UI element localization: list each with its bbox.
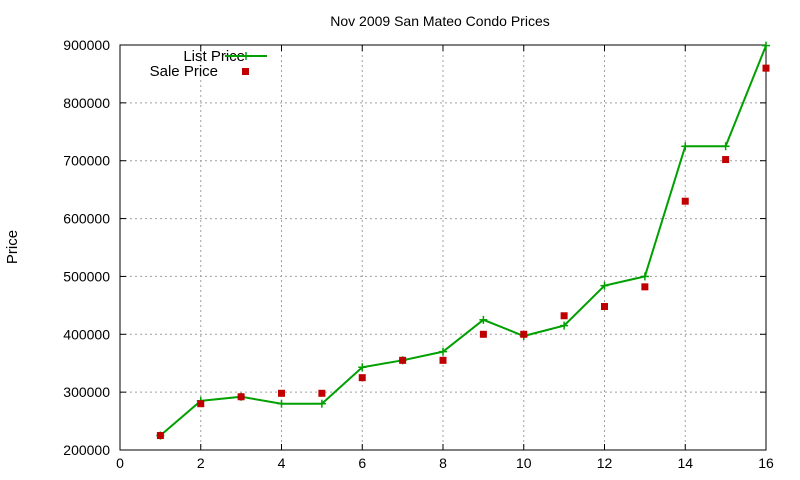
list-price-point — [762, 41, 770, 50]
sale-price-point — [681, 197, 689, 205]
x-tick-label: 4 — [278, 455, 286, 471]
sale-price-point — [641, 283, 649, 291]
list-price-point — [277, 399, 286, 408]
x-tick-label: 8 — [439, 455, 447, 471]
y-tick-label: 400000 — [63, 326, 110, 342]
y-tick-label: 900000 — [63, 37, 110, 53]
x-tick-label: 14 — [677, 455, 693, 471]
x-tick-label: 10 — [516, 455, 532, 471]
list-price-point — [640, 272, 649, 281]
sale-price-point — [601, 303, 608, 311]
legend-marker-list-price — [242, 52, 250, 60]
plot-frame — [119, 44, 767, 451]
grid — [120, 45, 766, 450]
legend-label-list-price: List Price — [183, 48, 245, 65]
sale-price-point — [399, 356, 407, 364]
list-price-point — [358, 363, 367, 372]
list-price-point — [560, 321, 569, 330]
x-tick-label: 0 — [116, 455, 124, 471]
list-price-point — [600, 281, 609, 290]
y-tick-label: 500000 — [63, 268, 110, 284]
axis-ticks: 0 2 4 6 8 10 12 14 16 200000 300000 400000 500000 600… — [63, 37, 774, 471]
sale-price-point — [479, 330, 487, 338]
sale-price-point — [520, 330, 528, 338]
list-price-point — [681, 142, 690, 151]
sale-price-point — [278, 389, 285, 397]
y-axis-title: Price — [4, 230, 21, 264]
y-tick-label: 300000 — [63, 384, 110, 400]
chart-title: Nov 2009 San Mateo Condo Prices — [330, 13, 549, 29]
list-price-point — [721, 142, 730, 151]
y-tick-label: 200000 — [63, 442, 110, 458]
sale-price-point — [358, 374, 366, 382]
sale-price-point — [197, 400, 205, 408]
x-tick-label: 16 — [758, 455, 774, 471]
legend-plus-glyph — [242, 52, 250, 60]
sale-price-point — [237, 393, 245, 401]
sale-price-point — [762, 64, 770, 72]
legend-swatch-sale-price — [242, 68, 249, 75]
list-price-point — [317, 399, 326, 408]
sale-price-point — [439, 356, 447, 364]
x-tick-label: 6 — [358, 455, 366, 471]
series — [156, 41, 770, 440]
x-tick-label: 12 — [597, 455, 613, 471]
x-tick-label: 2 — [197, 455, 205, 471]
sale-price-point — [156, 432, 164, 440]
list-price-point — [439, 347, 447, 356]
y-tick-label: 600000 — [63, 211, 110, 227]
list-price-line — [159, 45, 767, 437]
legend: List Price Sale Price — [150, 48, 267, 80]
sale-price-point — [722, 156, 730, 164]
list-price-point — [479, 315, 488, 324]
y-tick-label: 800000 — [63, 95, 110, 111]
sale-price-point — [560, 312, 568, 320]
sale-price-point — [318, 389, 326, 397]
y-tick-label: 700000 — [63, 153, 110, 169]
legend-label-sale-price: Sale Price — [150, 63, 218, 80]
